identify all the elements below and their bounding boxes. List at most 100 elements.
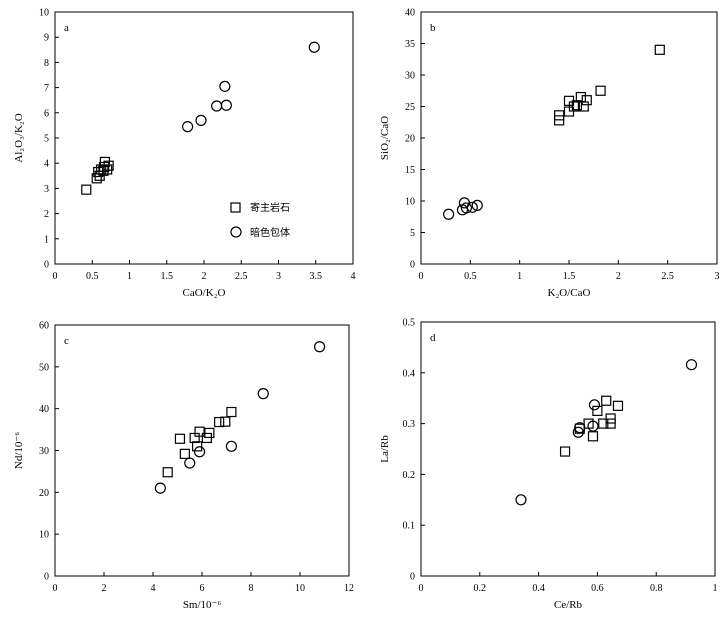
data-point-enclave-circle: [182, 121, 194, 133]
data-point-host-square: [226, 406, 237, 418]
x-tick-label: 8: [249, 583, 254, 594]
x-tick-label: 2: [102, 583, 107, 594]
x-tick-label: 1: [517, 271, 522, 282]
y-tick-label: 0: [44, 260, 49, 271]
y-tick-label: 4: [44, 159, 49, 170]
data-point-host-square: [578, 101, 589, 112]
y-tick-label: 60: [39, 321, 49, 332]
data-point-enclave-circle: [587, 420, 599, 432]
data-point-enclave-circle: [308, 41, 320, 53]
data-point-enclave-circle: [154, 482, 166, 494]
data-point-enclave-circle: [466, 201, 478, 213]
x-tick-label: 4: [151, 583, 156, 594]
x-axis-label-d: Ce/Rb: [554, 599, 583, 611]
y-tick-label: 35: [405, 39, 415, 50]
y-tick-label: 9: [44, 33, 49, 44]
plot-frame-b: [420, 11, 718, 265]
legend-host-marker: [230, 202, 241, 213]
x-tick-label: 0.2: [474, 583, 487, 594]
y-tick-label: 10: [405, 197, 415, 208]
y-tick-label: 50: [39, 362, 49, 373]
data-point-host-square: [81, 184, 92, 195]
data-point-enclave-circle: [257, 388, 269, 400]
y-tick-label: 0: [44, 572, 49, 583]
data-point-host-square: [179, 448, 190, 459]
data-point-enclave-circle: [685, 359, 698, 371]
data-point-enclave-circle: [184, 457, 196, 469]
data-point-enclave-circle: [515, 494, 527, 506]
y-tick-label: 0.1: [403, 521, 416, 532]
y-tick-label: 15: [405, 165, 415, 176]
x-tick-label: 0: [53, 583, 58, 594]
x-tick-label: 12: [344, 583, 354, 594]
y-tick-label: 5: [410, 228, 415, 239]
data-point-enclave-circle: [314, 341, 326, 353]
data-point-enclave-circle: [574, 422, 586, 434]
panel-a: 0 0.5 1 1.5 2 2.5 3 3.5 4 0 1 2 3 4 5 6 7 8 9 10 a CaO/K₂O Al₂…: [13, 8, 356, 300]
x-axis-label-c: Sm/10⁻⁶: [183, 599, 222, 611]
x-axis-label-b: K₂O/CaO: [548, 287, 591, 299]
legend-enclave-marker: [230, 226, 242, 238]
data-point-enclave-circle: [572, 426, 584, 438]
x-tick-label: 1.5: [161, 271, 174, 282]
x-tick-label: 0.5: [86, 271, 99, 282]
data-point-host-square: [214, 416, 225, 428]
y-tick-label: 6: [44, 108, 49, 119]
data-point-host-square: [162, 467, 173, 478]
plot-frame-a: [54, 11, 354, 265]
data-point-host-square: [102, 164, 113, 175]
data-point-host-square: [103, 160, 114, 171]
y-tick-label: 8: [44, 58, 49, 69]
y-tick-label: 20: [405, 134, 415, 145]
panel-letter-a: a: [64, 22, 69, 34]
data-point-host-square: [204, 427, 215, 439]
data-point-host-square: [595, 85, 606, 96]
y-tick-label: 0.3: [403, 419, 416, 430]
legend-host-label: 寄主岩石: [250, 201, 290, 214]
y-tick-label: 30: [405, 71, 415, 82]
y-tick-label: 0: [410, 572, 415, 583]
y-axis-label-c: Nd/10⁻⁶: [13, 432, 25, 469]
x-tick-label: 3.5: [310, 271, 323, 282]
x-tick-label: 10: [295, 583, 305, 594]
x-tick-label: 2.5: [661, 271, 674, 282]
y-tick-label: 3: [44, 184, 49, 195]
data-point-enclave-circle: [195, 114, 207, 126]
data-point-host-square: [592, 405, 603, 416]
x-tick-label: 0: [419, 271, 424, 282]
y-tick-label: 7: [44, 83, 49, 94]
data-point-host-square: [192, 441, 203, 452]
data-point-host-square: [99, 156, 111, 168]
data-point-host-square: [554, 110, 565, 121]
x-tick-label: 2: [202, 271, 207, 282]
y-tick-label: 10: [39, 8, 49, 19]
legend: 寄主岩石 暗色包体: [230, 201, 290, 239]
plot-frame-d: [420, 321, 716, 577]
data-point-host-square: [605, 418, 616, 429]
y-tick-label: 20: [39, 488, 49, 499]
y-axis-label-a: Al₂O₃/K₂O: [13, 113, 25, 162]
x-tick-label: 0.8: [650, 583, 663, 594]
data-point-host-square: [581, 95, 592, 106]
x-tick-label: 3: [715, 271, 720, 282]
y-axis-label-b: SiO₂/CaO: [379, 116, 391, 160]
panel-c: 0 2 4 6 8 10 12 0 10 20 30 40 50 60 c Sm/10⁻⁶ Nd/10⁻⁶: [13, 321, 354, 612]
x-tick-label: 1.5: [563, 271, 576, 282]
legend-enclave-label: 暗色包体: [250, 226, 290, 239]
data-point-enclave-circle: [460, 202, 472, 214]
panel-letter-b: b: [430, 22, 436, 34]
y-tick-label: 25: [405, 102, 415, 113]
data-point-enclave-circle: [219, 80, 231, 92]
data-point-enclave-circle: [471, 199, 483, 212]
data-point-enclave-circle: [220, 99, 232, 111]
y-tick-label: 10: [39, 530, 49, 541]
data-point-host-square: [220, 416, 231, 427]
x-tick-label: 0: [53, 271, 58, 282]
x-tick-label: 1: [127, 271, 132, 282]
data-point-host-square: [601, 395, 612, 406]
x-tick-label: 0: [419, 583, 424, 594]
panel-b: 0 0.5 1 1.5 2 2.5 30510152025303540bK₂O/CaOSiO…: [379, 8, 720, 300]
data-point-enclave-circle: [443, 208, 455, 220]
y-tick-label: 0: [410, 260, 415, 271]
data-point-enclave-circle: [225, 440, 237, 452]
